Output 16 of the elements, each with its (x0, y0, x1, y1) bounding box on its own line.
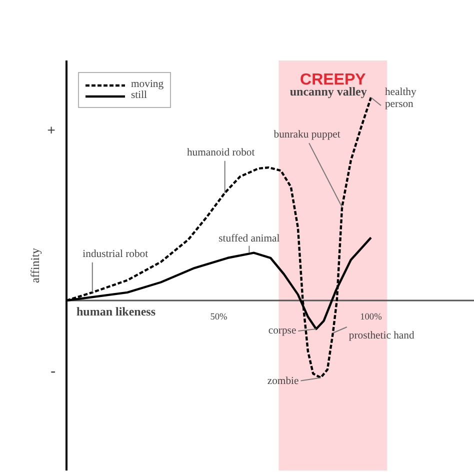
annotation: healthy person (384, 86, 418, 110)
annotation: prosthetic hand (348, 330, 415, 342)
text: - (50, 364, 56, 380)
annotation: stuffed animal (218, 233, 280, 244)
y-axis-title: affinity (28, 248, 42, 284)
x-tick-label: 100% (360, 312, 382, 323)
legend-label: moving (131, 79, 164, 90)
annotation: corpse (268, 325, 296, 336)
annotation: industrial robot (82, 248, 148, 260)
text: + (47, 122, 56, 139)
legend-label: still (131, 90, 148, 101)
annotation: humanoid robot (186, 147, 255, 158)
x-tick-label: 50% (210, 312, 228, 323)
annotation: zombie (267, 376, 300, 388)
annotation: bunraku puppet (274, 130, 340, 141)
x-axis-title: human likeness (76, 304, 156, 319)
